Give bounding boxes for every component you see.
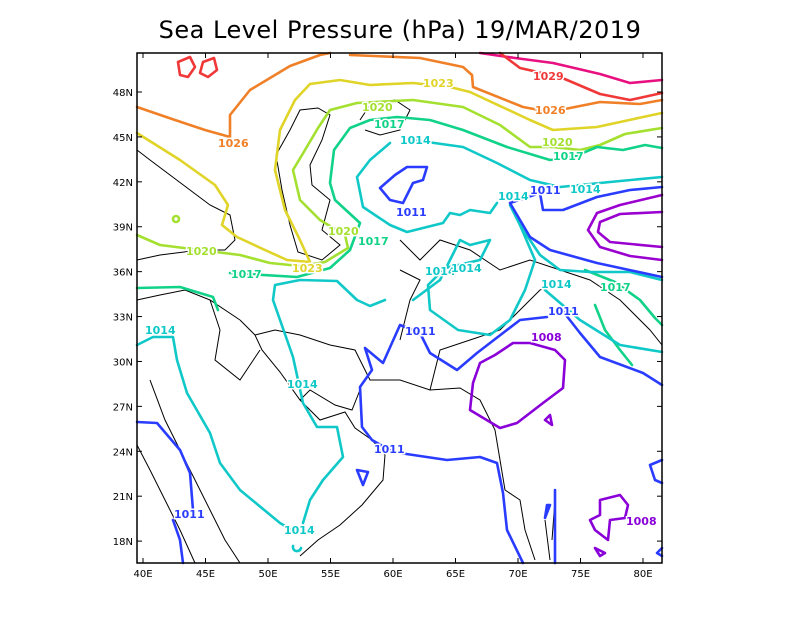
contour-label: 1026 (218, 137, 249, 150)
contour-label: 1011 (405, 325, 436, 338)
x-tick-label: 60E (383, 569, 402, 580)
contour-label: 1017 (358, 235, 389, 248)
contour-1023 (135, 78, 664, 264)
contour-1008 (588, 493, 630, 558)
map-title: Sea Level Pressure (hPa) 19/MAR/2019 (158, 16, 642, 44)
contour-label: 1020 (186, 245, 217, 258)
contour-1026 (348, 53, 664, 114)
contour-label: 1017 (231, 268, 262, 281)
contour-1014 (135, 278, 387, 532)
contour-label: 1014 (400, 134, 431, 147)
x-tick-label: 55E (321, 569, 340, 580)
contour-1017 (135, 115, 664, 312)
x-tick-label: 40E (133, 569, 152, 580)
contour-label: 1026 (535, 104, 566, 117)
contour-label: 1008 (531, 331, 562, 344)
contour-1014 (411, 203, 537, 337)
y-tick-label: 33N (113, 313, 133, 324)
contour-label: 1029 (533, 70, 564, 83)
x-axis: 40E 45E 50E 55E 60E 65E 70E 75E 80E (133, 53, 653, 580)
contour-1008 (468, 341, 567, 430)
contour-label: 1014 (287, 378, 318, 391)
contour-label: 1014 (570, 183, 601, 196)
y-tick-label: 24N (113, 447, 133, 458)
contour-label: 1023 (292, 262, 323, 275)
contour-1014 (411, 138, 664, 189)
contour-label: 1014 (541, 278, 572, 291)
contour-label: 1008 (626, 515, 657, 528)
contour-1011 (135, 420, 195, 565)
x-tick-label: 70E (508, 569, 527, 580)
contour-label: 1014 (284, 524, 315, 537)
contour-1032 (478, 51, 664, 85)
contour-label: 1020 (362, 101, 393, 114)
contour-1014 (355, 141, 499, 234)
y-tick-label: 42N (113, 178, 133, 189)
y-axis: 48N 45N 42N 39N 36N 33N 30N 27N 24N 21N 18N (113, 88, 662, 548)
plot-frame (136, 52, 663, 564)
x-tick-label: 80E (633, 569, 652, 580)
contour-1026 (135, 51, 332, 139)
y-tick-label: 39N (113, 223, 133, 234)
contour-1020 (135, 98, 664, 268)
contour-1011 (358, 315, 549, 565)
contour-label: 1011 (174, 508, 205, 521)
x-tick-label: 50E (258, 569, 277, 580)
x-tick-label: 65E (446, 569, 465, 580)
y-tick-label: 30N (113, 357, 133, 368)
contour-label: 1014 (498, 190, 529, 203)
y-tick-label: 27N (113, 402, 133, 413)
contour-1020-ring (171, 214, 181, 224)
contour-label: 1011 (374, 443, 405, 456)
x-tick-label: 45E (196, 569, 215, 580)
contour-1011 (508, 185, 664, 279)
contour-label: 1014 (451, 262, 482, 275)
contour-label: 1017 (600, 281, 631, 294)
contour-1014 (518, 223, 664, 354)
contour-label: 1020 (542, 136, 573, 149)
contour-1029-blob (176, 55, 219, 79)
contour-1011 (560, 308, 664, 387)
contour-label: 1014 (145, 324, 176, 337)
y-tick-label: 21N (113, 492, 133, 503)
contour-label: 1023 (423, 77, 454, 90)
contour-label: 1011 (548, 305, 579, 318)
contour-1029 (498, 51, 664, 102)
contour-label: 1020 (328, 225, 359, 238)
contour-label: 1017 (374, 118, 405, 131)
contour-1011-small (355, 458, 664, 565)
coastlines (136, 99, 663, 564)
x-tick-label: 75E (571, 569, 590, 580)
contour-1011 (378, 165, 429, 205)
y-tick-label: 48N (113, 88, 133, 99)
y-tick-label: 18N (113, 537, 133, 548)
y-tick-label: 36N (113, 268, 133, 279)
contour-1005 (586, 193, 664, 262)
contour-lines (135, 51, 664, 565)
contour-label: 1011 (530, 184, 561, 197)
contour-label: 1017 (553, 150, 584, 163)
contour-1014-ring (291, 544, 303, 553)
contour-label: 1014 (425, 265, 456, 278)
contour-label: 1011 (396, 206, 427, 219)
contour-labels: 1029 1026 1026 1023 1023 1020 1020 1020 … (144, 69, 659, 539)
y-tick-label: 45N (113, 133, 133, 144)
